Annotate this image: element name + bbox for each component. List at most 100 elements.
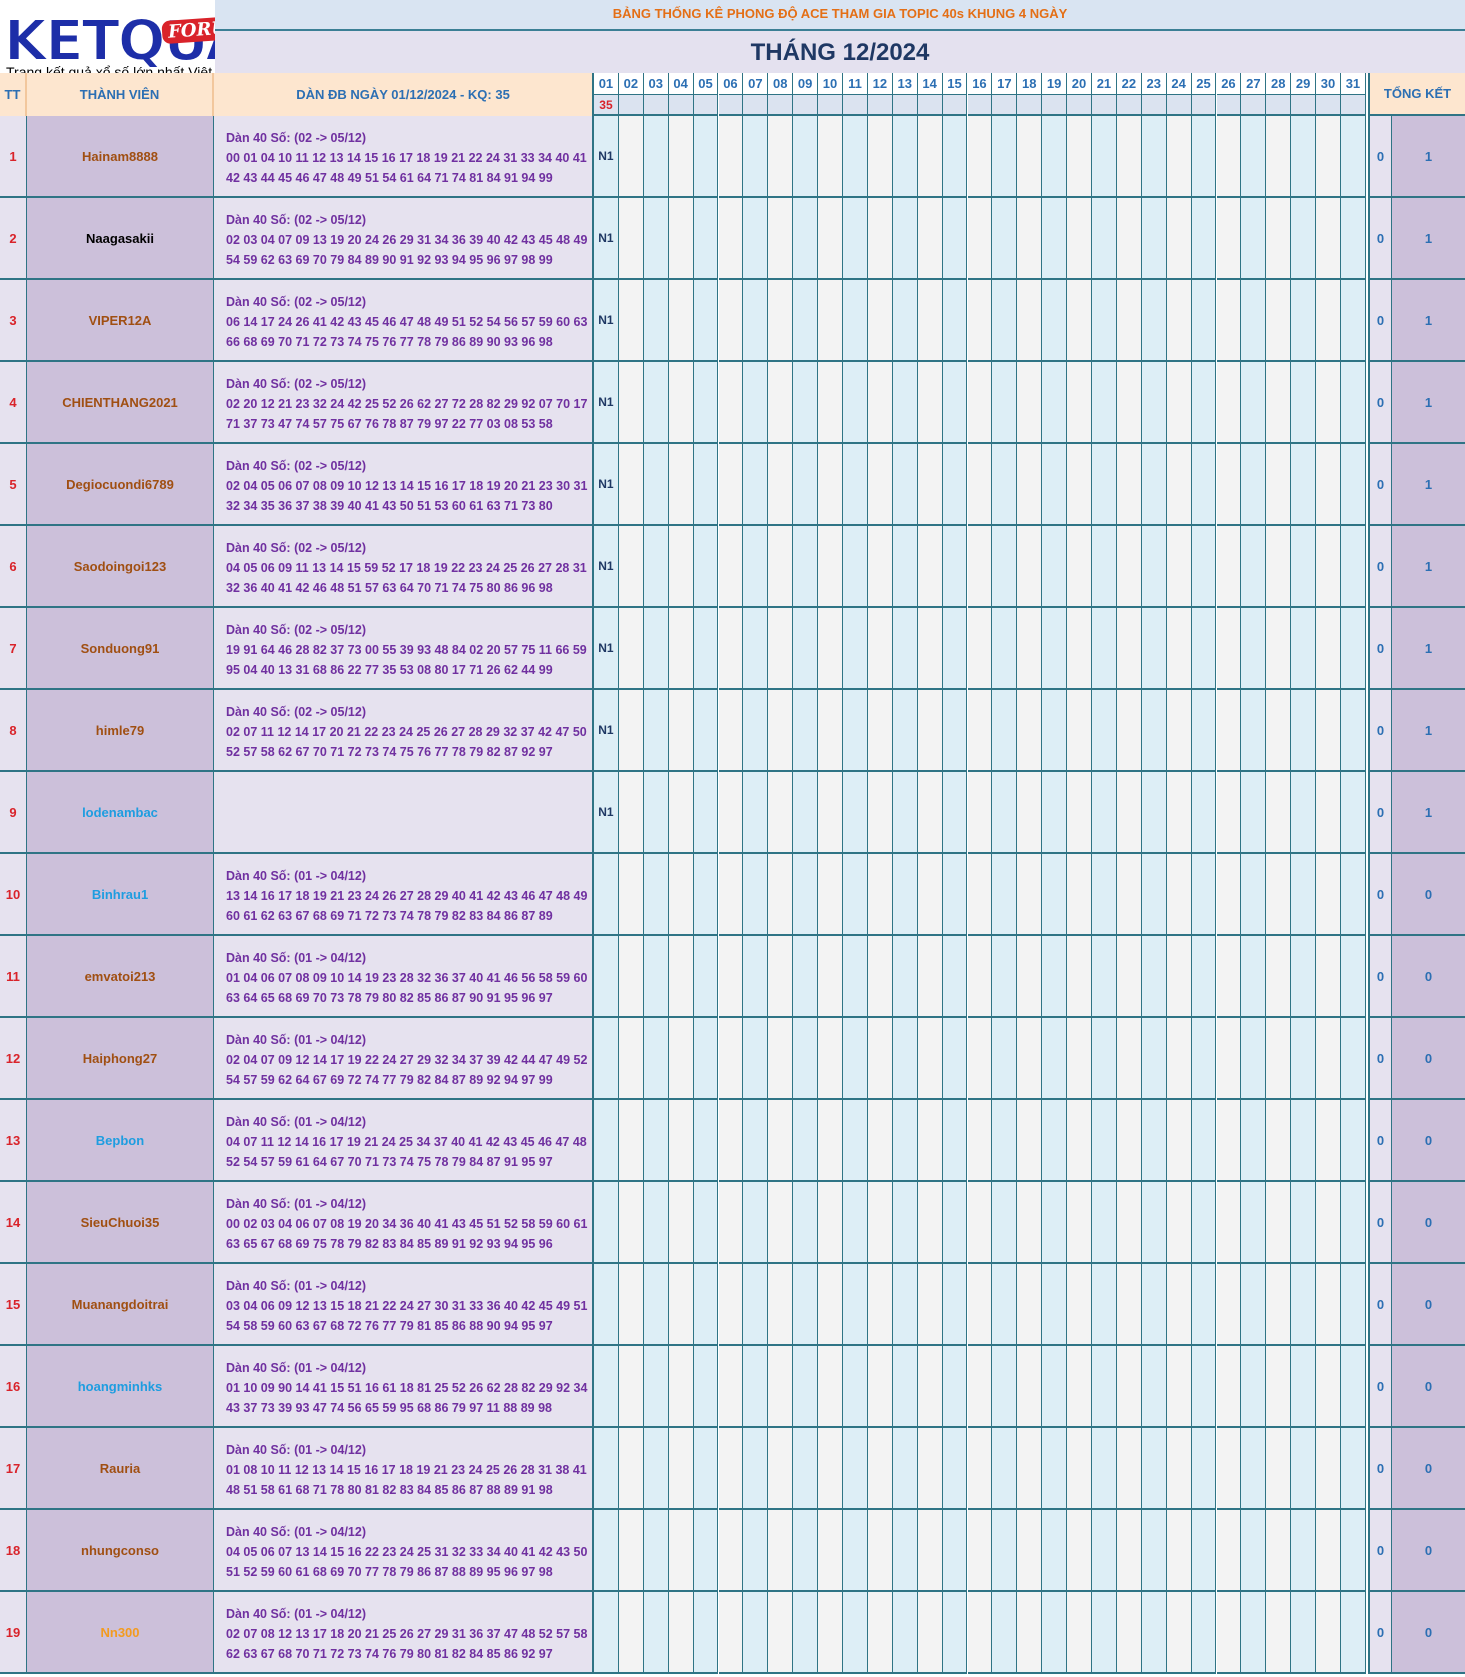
- day-cell: [1266, 1264, 1292, 1346]
- day-cell: [1341, 1428, 1366, 1510]
- day-cell: [1116, 1346, 1142, 1428]
- day-cell: [843, 1182, 868, 1264]
- day-cell: [1017, 280, 1043, 362]
- day-cell: [693, 1510, 719, 1592]
- day-cell: [818, 1346, 843, 1428]
- dan-title: Dàn 40 Số: (02 -> 05/12): [226, 459, 366, 473]
- day-cell: [1241, 936, 1267, 1018]
- member-name: hoangminhks: [27, 1346, 214, 1428]
- day-cell: [1341, 1264, 1366, 1346]
- day-cell: [967, 280, 993, 362]
- summary-hits: 0: [1368, 1592, 1392, 1674]
- summary-total: 0: [1392, 1182, 1465, 1264]
- day-cell: [768, 854, 794, 936]
- day-cell: [693, 690, 719, 772]
- summary-total: 1: [1392, 772, 1465, 854]
- day-header: 21: [1092, 73, 1117, 95]
- day-cell: [1266, 198, 1292, 280]
- day-cell: [1017, 526, 1043, 608]
- member-name: emvatoi213: [27, 936, 214, 1018]
- day-cell: [768, 1592, 794, 1674]
- day-cell: [1291, 280, 1317, 362]
- dan-line: 13 14 16 17 18 19 21 23 24 26 27 28 29 4…: [226, 889, 588, 903]
- day-cell: [967, 444, 993, 526]
- dan-numbers: Dàn 40 Số: (01 -> 04/12) 01 10 09 90 14 4…: [214, 1346, 594, 1428]
- day-cell: [992, 1100, 1018, 1182]
- row-number: 18: [0, 1510, 27, 1592]
- day-cell: [843, 116, 868, 198]
- member-name: Rauria: [27, 1428, 214, 1510]
- dan-numbers: Dàn 40 Số: (02 -> 05/12) 02 03 04 07 09 1…: [214, 198, 594, 280]
- day-cell: [1116, 772, 1142, 854]
- day-cell: [867, 444, 893, 526]
- day-cell: [1216, 1264, 1242, 1346]
- day-cell: [618, 1428, 644, 1510]
- day-cell: [843, 1018, 868, 1100]
- day-result: [967, 95, 993, 116]
- day-cell: [1241, 690, 1267, 772]
- dan-title: Dàn 40 Số: (01 -> 04/12): [226, 1197, 366, 1211]
- day-cell: [1092, 280, 1117, 362]
- month-title: THÁNG 12/2024: [215, 31, 1465, 73]
- day-cell: [1266, 526, 1292, 608]
- day-cell: [1042, 1264, 1068, 1346]
- day-cell: [1191, 116, 1217, 198]
- day-cell: [693, 116, 719, 198]
- day-cell: [967, 1018, 993, 1100]
- day-cell: [693, 1346, 719, 1428]
- dan-line: 04 05 06 07 13 14 15 16 22 23 24 25 31 3…: [226, 1545, 588, 1559]
- row-number: 7: [0, 608, 27, 690]
- row-number: 17: [0, 1428, 27, 1510]
- day-cell: [1291, 198, 1317, 280]
- day-cell: [1341, 854, 1366, 936]
- day-cell: [867, 1346, 893, 1428]
- dan-numbers: Dàn 40 Số: (02 -> 05/12) 04 05 06 09 11 1…: [214, 526, 594, 608]
- day-cell: [1291, 1510, 1317, 1592]
- day-cell: [643, 1510, 669, 1592]
- day-cell: [718, 1182, 744, 1264]
- day-result: [1017, 95, 1043, 116]
- day-cell: [1042, 526, 1068, 608]
- day-cell: [668, 1428, 694, 1510]
- summary-total: 0: [1392, 1592, 1465, 1674]
- day-header: 10: [818, 73, 843, 95]
- day-cell: [892, 1346, 918, 1428]
- day-cell: [768, 1346, 794, 1428]
- day-cell: [1216, 854, 1242, 936]
- day-cell: [1092, 362, 1117, 444]
- day-result: [1092, 95, 1117, 116]
- day-cell: [594, 1592, 619, 1674]
- day-cell: [1042, 280, 1068, 362]
- day-cell: [843, 444, 868, 526]
- day-cell: [1266, 1510, 1292, 1592]
- row-number: 10: [0, 854, 27, 936]
- day-cell: [618, 362, 644, 444]
- day-cell: N1: [594, 608, 619, 690]
- day-cell: [818, 362, 843, 444]
- day-cell: [1042, 444, 1068, 526]
- day-header: 03: [643, 73, 669, 95]
- day-cell: [917, 854, 943, 936]
- day-cell: [1017, 198, 1043, 280]
- day-cell: [1241, 280, 1267, 362]
- day-cell: [1241, 1264, 1267, 1346]
- summary-hits: 0: [1368, 1510, 1392, 1592]
- day-cell: [1042, 608, 1068, 690]
- day-cell: [693, 526, 719, 608]
- day-cell: [917, 772, 943, 854]
- day-cell: [967, 526, 993, 608]
- day-cell: [992, 936, 1018, 1018]
- day-cell: [793, 1346, 819, 1428]
- dan-line: 19 91 64 46 28 82 37 73 00 55 39 93 48 8…: [226, 643, 587, 657]
- day-cell: [892, 936, 918, 1018]
- day-result: [1341, 95, 1366, 116]
- day-cell: [1316, 1182, 1341, 1264]
- day-cell: [768, 198, 794, 280]
- day-result: [693, 95, 719, 116]
- day-cell: [967, 1510, 993, 1592]
- day-cell: [843, 608, 868, 690]
- day-cell: [1291, 362, 1317, 444]
- day-cell: [1341, 526, 1366, 608]
- day-cell: [1341, 772, 1366, 854]
